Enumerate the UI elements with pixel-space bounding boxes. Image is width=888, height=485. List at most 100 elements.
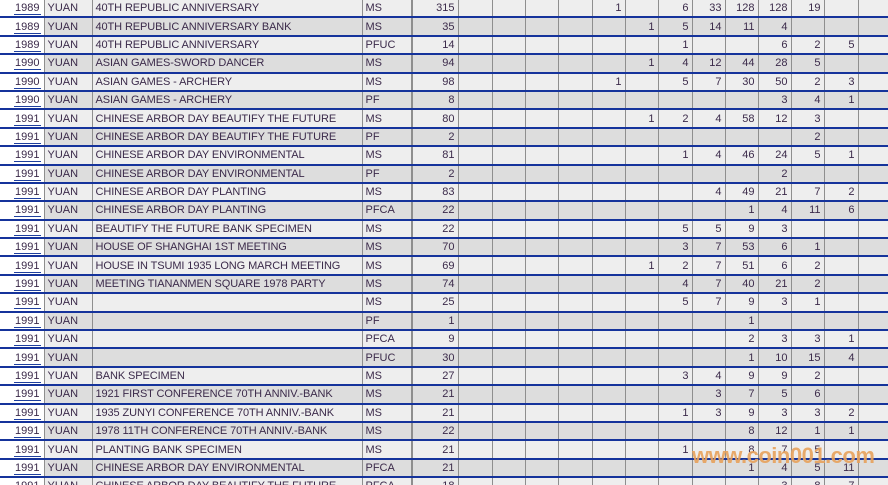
table-row[interactable]: 1990 YUAN ASIAN GAMES - ARCHERY PF 8 3 4 1 xyxy=(0,90,888,111)
cell-description: 40TH REPUBLIC ANNIVERSARY xyxy=(92,0,363,19)
cell-currency: YUAN xyxy=(44,440,93,460)
cell-pop-7 xyxy=(692,35,726,56)
cell-pop-2 xyxy=(525,146,559,166)
cell-total: 21 xyxy=(411,440,459,460)
cell-pop-0 xyxy=(458,421,493,442)
cell-pop-11 xyxy=(824,238,859,258)
cell-pop-2 xyxy=(525,330,559,350)
cell-pop-2 xyxy=(525,348,559,368)
cell-total: 98 xyxy=(411,72,459,92)
cell-pop-10: 2 xyxy=(791,35,825,56)
cell-pop-9: 2 xyxy=(758,164,792,184)
cell-year: 1991 xyxy=(0,127,45,148)
cell-pop-1 xyxy=(492,311,526,332)
cell-currency: YUAN xyxy=(44,366,93,387)
cell-total: 22 xyxy=(411,421,459,442)
cell-pop-4 xyxy=(592,164,626,184)
cell-pop-8 xyxy=(725,90,759,111)
cell-pop-1 xyxy=(492,109,526,129)
table-row[interactable]: 1990 YUAN ASIAN GAMES-SWORD DANCER MS 94 1 4 12… xyxy=(0,54,888,74)
table-row[interactable]: 1991 YUAN PFUC 30 1 10 15 4 xyxy=(0,348,888,368)
cell-grade: MS xyxy=(362,238,413,258)
cell-year: 1991 xyxy=(0,403,45,424)
table-row[interactable]: 1989 YUAN 40TH REPUBLIC ANNIVERSARY PFUC 14 1… xyxy=(0,35,888,56)
year-value: 1991 xyxy=(14,259,41,273)
table-row[interactable]: 1991 YUAN PF 1 1 xyxy=(0,311,888,332)
table-row[interactable]: 1991 YUAN CHINESE ARBOR DAY PLANTING MS 83 4 4… xyxy=(0,182,888,203)
cell-pop-12 xyxy=(858,17,888,37)
year-value: 1990 xyxy=(14,94,41,108)
cell-pop-12 xyxy=(858,477,888,485)
table-row[interactable]: 1989 YUAN 40TH REPUBLIC ANNIVERSARY MS 315 1 6… xyxy=(0,0,888,19)
cell-currency: YUAN xyxy=(44,72,93,92)
cell-pop-8: 1 xyxy=(725,458,759,479)
cell-pop-6: 2 xyxy=(658,109,693,129)
cell-pop-11: 6 xyxy=(824,201,859,221)
cell-pop-6 xyxy=(658,330,693,350)
cell-year: 1991 xyxy=(0,440,45,460)
year-value: 1991 xyxy=(14,204,41,218)
table-row[interactable]: 1990 YUAN ASIAN GAMES - ARCHERY MS 98 1 5 7 30 50… xyxy=(0,72,888,92)
table-row[interactable]: 1991 YUAN BANK SPECIMEN MS 27 3 4 9 9 2 xyxy=(0,366,888,387)
cell-pop-0 xyxy=(458,54,493,74)
cell-total: 83 xyxy=(411,182,459,203)
cell-pop-8: 44 xyxy=(725,54,759,74)
cell-pop-3 xyxy=(558,35,593,56)
cell-pop-8: 1 xyxy=(725,348,759,368)
table-row[interactable]: 1991 YUAN PLANTING BANK SPECIMEN MS 21 1 8 7 5 xyxy=(0,440,888,460)
cell-pop-7: 5 xyxy=(692,219,726,240)
cell-year: 1991 xyxy=(0,385,45,405)
table-row[interactable]: 1991 YUAN 1921 FIRST CONFERENCE 70TH ANNIV… xyxy=(0,385,888,405)
cell-year: 1991 xyxy=(0,256,45,276)
table-row[interactable]: 1991 YUAN 1935 ZUNYI CONFERENCE 70TH ANNIV… xyxy=(0,403,888,424)
cell-year: 1991 xyxy=(0,146,45,166)
cell-total: 94 xyxy=(411,54,459,74)
table-row[interactable]: 1991 YUAN CHINESE ARBOR DAY PLANTING PFCA 22… xyxy=(0,201,888,221)
cell-pop-7 xyxy=(692,421,726,442)
cell-pop-1 xyxy=(492,274,526,295)
cell-pop-1 xyxy=(492,35,526,56)
cell-description: MEETING TIANANMEN SQUARE 1978 PARTY xyxy=(92,274,363,295)
cell-pop-5 xyxy=(625,127,659,148)
cell-pop-0 xyxy=(458,90,493,111)
cell-pop-5 xyxy=(625,274,659,295)
cell-pop-11 xyxy=(824,385,859,405)
cell-pop-12 xyxy=(858,440,888,460)
table-row[interactable]: 1991 YUAN HOUSE OF SHANGHAI 1ST MEETING MS 7… xyxy=(0,238,888,258)
cell-pop-7: 4 xyxy=(692,366,726,387)
cell-pop-8: 58 xyxy=(725,109,759,129)
table-row[interactable]: 1991 YUAN 1978 11TH CONFERENCE 70TH ANNIV.… xyxy=(0,421,888,442)
cell-pop-4 xyxy=(592,477,626,485)
table-row[interactable]: 1991 YUAN MEETING TIANANMEN SQUARE 1978 PA… xyxy=(0,274,888,295)
cell-pop-4 xyxy=(592,17,626,37)
cell-pop-5 xyxy=(625,238,659,258)
cell-pop-4 xyxy=(592,348,626,368)
table-row[interactable]: 1989 YUAN 40TH REPUBLIC ANNIVERSARY BANK MS… xyxy=(0,17,888,37)
cell-total: 69 xyxy=(411,256,459,276)
cell-pop-12 xyxy=(858,458,888,479)
table-row[interactable]: 1991 YUAN CHINESE ARBOR DAY ENVIRONMENTAL P… xyxy=(0,458,888,479)
cell-pop-8 xyxy=(725,35,759,56)
year-value: 1990 xyxy=(14,57,41,71)
table-row[interactable]: 1991 YUAN PFCA 9 2 3 3 1 xyxy=(0,330,888,350)
cell-description: CHINESE ARBOR DAY PLANTING xyxy=(92,201,363,221)
table-row[interactable]: 1991 YUAN CHINESE ARBOR DAY ENVIRONMENTAL P… xyxy=(0,164,888,184)
cell-pop-12 xyxy=(858,421,888,442)
table-row[interactable]: 1991 YUAN BEAUTIFY THE FUTURE BANK SPECIME… xyxy=(0,219,888,240)
cell-pop-1 xyxy=(492,146,526,166)
cell-total: 14 xyxy=(411,35,459,56)
cell-pop-11 xyxy=(824,17,859,37)
cell-pop-11: 7 xyxy=(824,477,859,485)
cell-pop-8: 1 xyxy=(725,201,759,221)
cell-currency: YUAN xyxy=(44,90,93,111)
cell-pop-4 xyxy=(592,385,626,405)
cell-total: 9 xyxy=(411,330,459,350)
cell-pop-3 xyxy=(558,219,593,240)
cell-pop-7: 7 xyxy=(692,293,726,313)
table-row[interactable]: 1991 YUAN HOUSE IN TSUMI 1935 LONG MARCH M… xyxy=(0,256,888,276)
table-row[interactable]: 1991 YUAN MS 25 5 7 9 3 1 xyxy=(0,293,888,313)
table-row[interactable]: 1991 YUAN CHINESE ARBOR DAY ENVIRONMENTAL M… xyxy=(0,146,888,166)
